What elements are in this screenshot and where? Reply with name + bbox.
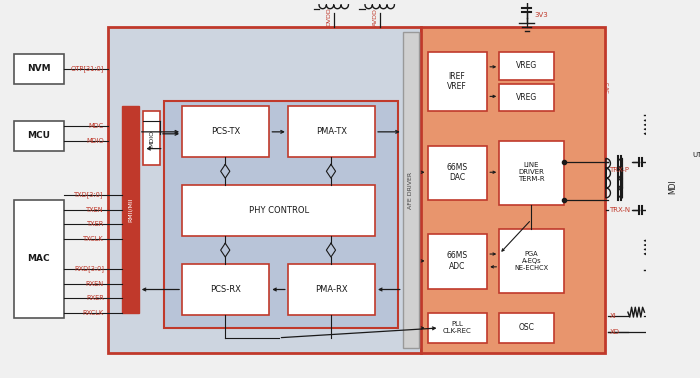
- Text: MDIO: MDIO: [149, 130, 154, 147]
- Text: NVM: NVM: [27, 64, 50, 73]
- Text: RMII/MII: RMII/MII: [128, 197, 133, 222]
- Bar: [288, 264, 375, 315]
- Text: MDI: MDI: [668, 180, 678, 194]
- Text: VREG: VREG: [516, 61, 538, 70]
- Bar: [144, 111, 160, 165]
- Text: OSC: OSC: [519, 324, 535, 332]
- Bar: [14, 121, 64, 150]
- Bar: [288, 106, 375, 158]
- Text: PMA-TX: PMA-TX: [316, 127, 347, 136]
- Text: VREG: VREG: [516, 93, 538, 102]
- Text: XI: XI: [610, 313, 616, 319]
- Bar: [182, 185, 375, 236]
- Bar: [428, 146, 487, 200]
- Bar: [122, 106, 139, 313]
- Text: TXER: TXER: [87, 222, 104, 228]
- Text: AVDD: AVDD: [372, 8, 377, 25]
- Bar: [428, 313, 487, 343]
- Text: PCS-TX: PCS-TX: [211, 127, 240, 136]
- Text: XD: XD: [610, 329, 620, 335]
- Text: AFE DRIVER: AFE DRIVER: [409, 171, 414, 209]
- Bar: [421, 28, 605, 353]
- Text: 3V3: 3V3: [534, 12, 548, 18]
- Bar: [108, 28, 421, 353]
- Text: MAC: MAC: [27, 254, 50, 263]
- Text: PHY CONTROL: PHY CONTROL: [248, 206, 309, 215]
- Bar: [428, 234, 487, 288]
- Text: PCS-RX: PCS-RX: [210, 285, 241, 294]
- Bar: [164, 101, 398, 328]
- Bar: [499, 313, 554, 343]
- Text: PMA-RX: PMA-RX: [315, 285, 348, 294]
- Text: 66MS
ADC: 66MS ADC: [447, 251, 468, 271]
- Bar: [660, 158, 686, 215]
- Text: TXD[3:0]: TXD[3:0]: [74, 192, 104, 198]
- Bar: [402, 33, 419, 348]
- Bar: [182, 264, 270, 315]
- Text: TXEN: TXEN: [86, 207, 104, 213]
- Bar: [499, 84, 554, 111]
- Bar: [652, 318, 661, 330]
- Bar: [182, 106, 270, 158]
- Text: DVDD: DVDD: [327, 7, 332, 26]
- Text: RXEN: RXEN: [86, 280, 104, 287]
- Text: OTP[31:0]: OTP[31:0]: [71, 65, 104, 72]
- Bar: [14, 200, 64, 318]
- Text: PLL
CLK-REC: PLL CLK-REC: [442, 321, 471, 335]
- Text: TXCLK: TXCLK: [83, 236, 104, 242]
- Text: RXER: RXER: [86, 295, 104, 301]
- Text: PGA
A-EQs
NE-ECHCX: PGA A-EQs NE-ECHCX: [514, 251, 548, 271]
- Text: MCU: MCU: [27, 131, 50, 140]
- Text: LINE
DRIVER
TERM-R: LINE DRIVER TERM-R: [518, 162, 545, 182]
- Text: MDIO: MDIO: [86, 138, 104, 144]
- Text: 3V3: 3V3: [606, 81, 610, 93]
- Bar: [499, 141, 564, 205]
- Bar: [428, 52, 487, 111]
- Text: TRX-P: TRX-P: [610, 167, 629, 173]
- Text: RXCLK: RXCLK: [83, 310, 104, 316]
- Text: MDC: MDC: [89, 123, 104, 129]
- Bar: [499, 229, 564, 293]
- Bar: [499, 52, 554, 80]
- Text: IREF
VREF: IREF VREF: [447, 72, 467, 91]
- Text: RXD[3:0]: RXD[3:0]: [74, 265, 104, 272]
- Text: UTP: UTP: [692, 152, 700, 158]
- Bar: [14, 54, 64, 84]
- Text: 66MS
DAC: 66MS DAC: [447, 163, 468, 182]
- Text: TRX-N: TRX-N: [610, 207, 631, 213]
